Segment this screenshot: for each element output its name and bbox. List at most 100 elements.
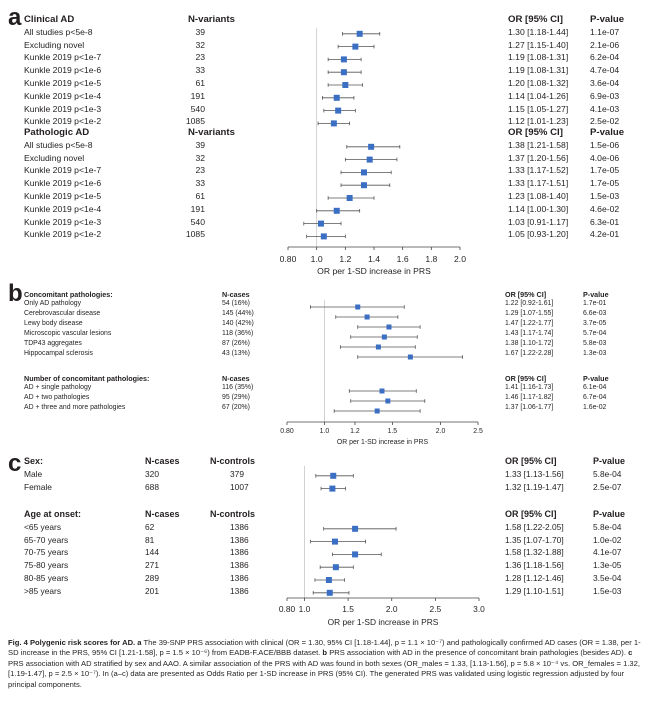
row-p-value: 2.5e-07 xyxy=(593,481,622,492)
or-point xyxy=(379,388,385,394)
row-label: AD + two pathologies xyxy=(24,394,90,401)
row-label: AD + three and more pathologies xyxy=(24,404,126,411)
or-point xyxy=(386,324,392,330)
row-label: >85 years xyxy=(24,585,62,596)
or-point xyxy=(360,182,367,189)
row-p-value: 5.8e-04 xyxy=(593,521,622,532)
row-label: Kunkle 2019 p<1e-5 xyxy=(24,191,102,201)
row-or-ci: 1.03 [0.91-1.17] xyxy=(508,216,569,227)
row-count: 540 xyxy=(190,216,205,227)
or-point xyxy=(340,56,347,63)
row-label: Excluding novel xyxy=(24,39,85,50)
row-label: All studies p<5e-8 xyxy=(24,26,93,37)
or-point xyxy=(340,69,347,76)
row-count: 81 xyxy=(145,534,155,545)
row-count: 191 xyxy=(190,90,205,101)
row-count: 145 (44%) xyxy=(222,310,254,317)
row-or-ci: 1.35 [1.07-1.70] xyxy=(505,534,564,545)
row-p-value: 6.1e-04 xyxy=(583,384,607,391)
row-p-value: 4.7e-04 xyxy=(590,65,620,76)
x-tick-label: 0.80 xyxy=(278,604,296,614)
row-or-ci: 1.38 [1.21-1.58] xyxy=(508,139,569,150)
x-tick-label: 0.80 xyxy=(280,428,294,435)
or-point xyxy=(366,156,373,163)
row-or-ci: 1.05 [0.93-1.20] xyxy=(508,229,569,240)
row-count: 54 (16%) xyxy=(222,300,250,307)
panel-letter-c: c xyxy=(8,450,22,477)
p-value-header: P-value xyxy=(583,374,609,383)
row-p-value: 1.5e-03 xyxy=(593,585,622,596)
count-header: N-cases xyxy=(222,290,250,299)
controls-header: N-controls xyxy=(210,456,255,466)
row-or-ci: 1.38 [1.10-1.72] xyxy=(505,340,554,347)
row-label: AD + single pathology xyxy=(24,384,92,391)
group-title: Clinical AD xyxy=(24,14,75,25)
or-point xyxy=(335,107,342,114)
x-axis-label: OR per 1-SD increase in PRS xyxy=(327,617,439,627)
row-label: Kunkle 2019 p<1e-6 xyxy=(24,65,102,76)
or-point xyxy=(374,408,380,414)
row-label: 75-80 years xyxy=(24,560,69,571)
row-count: 118 (36%) xyxy=(222,330,254,337)
row-count: 39 xyxy=(195,139,205,150)
row-count: 32 xyxy=(195,152,205,163)
row-label: Kunkle 2019 p<1e-3 xyxy=(24,216,102,227)
row-p-value: 3.6e-04 xyxy=(590,78,620,88)
x-tick-label: 2.0 xyxy=(435,428,446,435)
row-label: Kunkle 2019 p<1e-7 xyxy=(24,52,102,63)
or-point xyxy=(342,82,349,88)
figure-caption: Fig. 4 Polygenic risk scores for AD. a T… xyxy=(8,638,644,690)
row-or-ci: 1.32 [1.19-1.47] xyxy=(505,481,564,492)
or-point xyxy=(381,334,387,340)
row-or-ci: 1.46 [1.17-1.82] xyxy=(505,394,554,401)
row-or-ci: 1.14 [1.04-1.26] xyxy=(508,90,569,101)
row-p-value: 1.7e-05 xyxy=(590,178,620,189)
row-controls: 1386 xyxy=(230,560,249,571)
row-or-ci: 1.15 [1.05-1.27] xyxy=(508,103,569,114)
row-or-ci: 1.41 [1.16-1.73] xyxy=(505,384,554,391)
or-header: OR [95% CI] xyxy=(508,14,563,25)
row-p-value: 4.6e-02 xyxy=(590,203,620,214)
row-label: TDP43 aggregates xyxy=(24,340,82,347)
row-p-value: 6.7e-04 xyxy=(583,394,607,401)
or-point xyxy=(332,564,339,571)
count-header: N-cases xyxy=(222,374,250,383)
x-tick-label: 2.5 xyxy=(473,428,483,435)
row-or-ci: 1.20 [1.08-1.32] xyxy=(508,78,569,88)
row-label: Kunkle 2019 p<1e-5 xyxy=(24,78,102,88)
x-tick-label: 3.0 xyxy=(473,604,485,614)
p-value-header: P-value xyxy=(590,127,625,138)
row-p-value: 6.6e-03 xyxy=(583,310,607,317)
row-p-value: 6.2e-04 xyxy=(590,52,620,63)
row-count: 201 xyxy=(145,585,159,596)
row-controls: 1386 xyxy=(230,585,249,596)
or-point xyxy=(320,233,327,240)
row-p-value: 1.5e-03 xyxy=(590,191,620,201)
row-controls: 1386 xyxy=(230,521,249,532)
or-point xyxy=(375,344,381,350)
row-or-ci: 1.19 [1.08-1.31] xyxy=(508,52,569,63)
or-point xyxy=(330,472,337,479)
row-controls: 379 xyxy=(230,468,244,479)
row-count: 95 (29%) xyxy=(222,394,250,401)
x-axis-label: OR per 1-SD increase in PRS xyxy=(317,266,431,276)
row-or-ci: 1.67 [1.22-2.28] xyxy=(505,350,554,357)
or-point xyxy=(385,398,391,404)
row-label: 70-75 years xyxy=(24,547,69,558)
row-or-ci: 1.14 [1.00-1.30] xyxy=(508,203,569,214)
row-or-ci: 1.12 [1.01-1.23] xyxy=(508,116,569,127)
or-header: OR [95% CI] xyxy=(505,374,547,383)
row-count: 33 xyxy=(195,65,205,76)
x-tick-label: 1.5 xyxy=(342,604,354,614)
row-label: Kunkle 2019 p<1e-2 xyxy=(24,229,102,240)
row-count: 23 xyxy=(195,52,205,63)
row-or-ci: 1.33 [1.13-1.56] xyxy=(505,468,564,479)
or-point xyxy=(368,143,375,150)
x-tick-label: 1.4 xyxy=(368,254,380,264)
row-or-ci: 1.43 [1.17-1.74] xyxy=(505,330,554,337)
or-point xyxy=(352,525,359,532)
row-count: 33 xyxy=(195,178,205,189)
row-controls: 1007 xyxy=(230,481,249,492)
row-p-value: 4.2e-01 xyxy=(590,229,620,240)
